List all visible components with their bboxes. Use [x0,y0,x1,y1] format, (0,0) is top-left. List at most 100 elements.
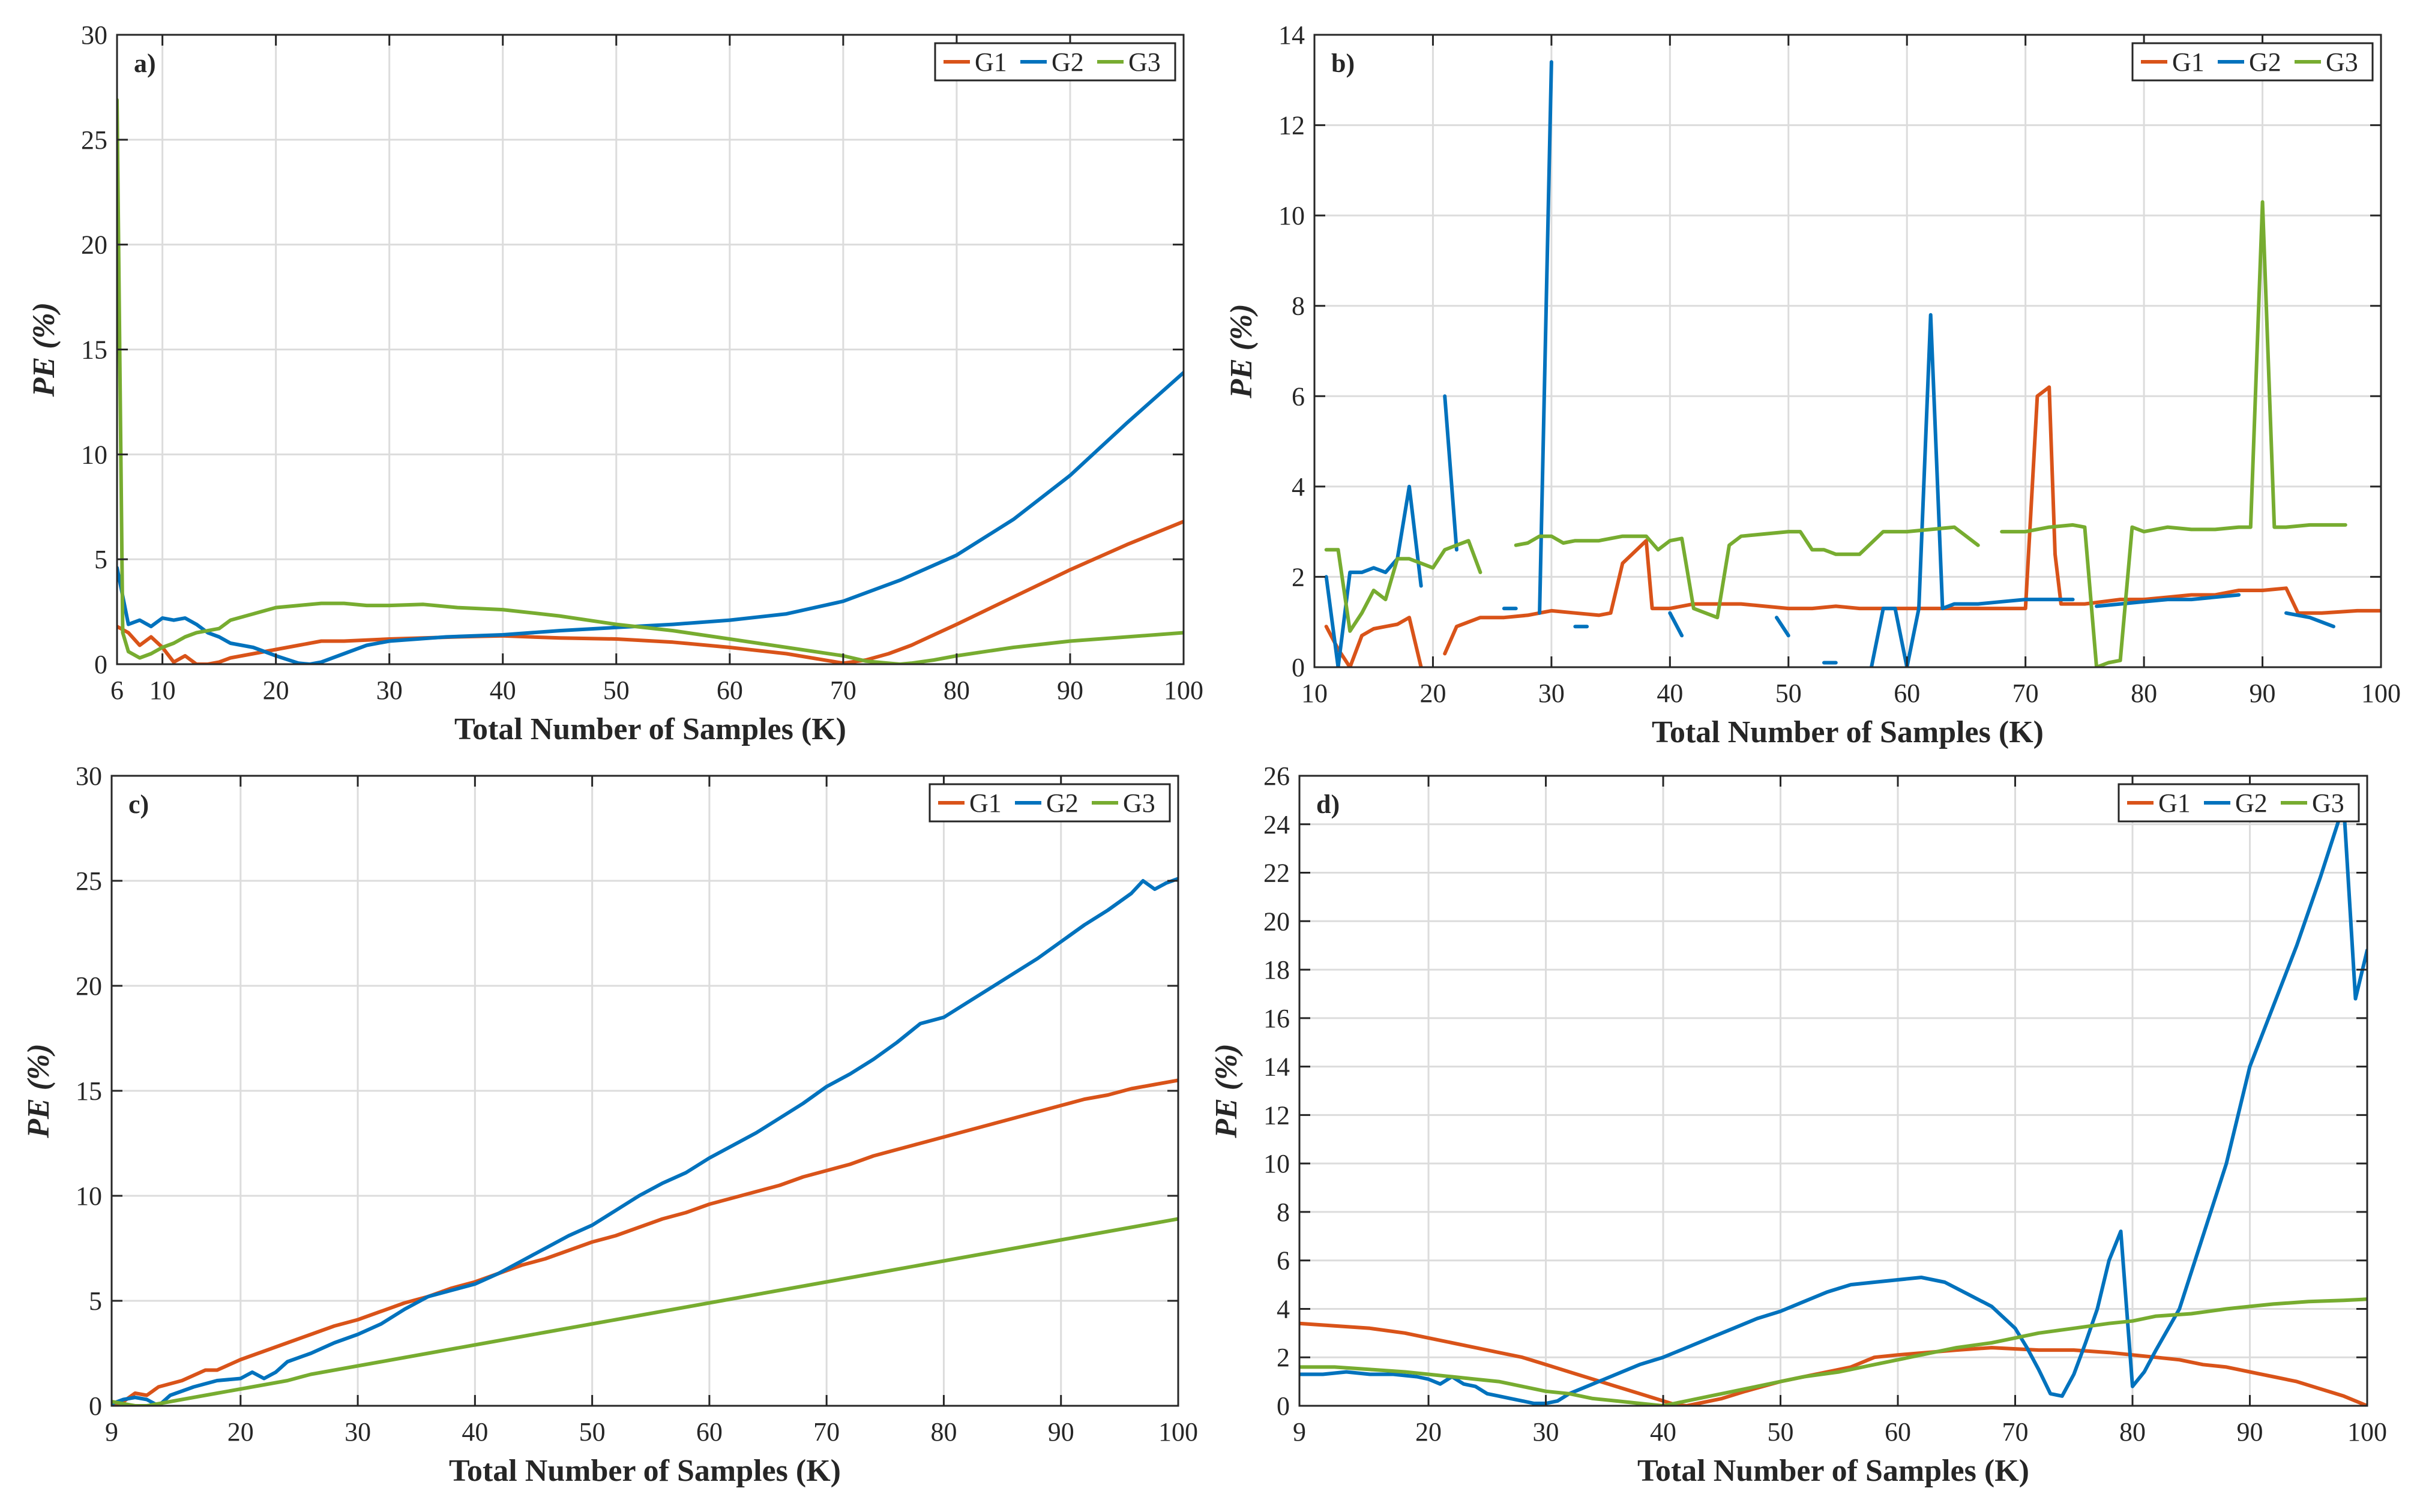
x-tick-label: 6 [110,676,124,705]
series-line-g2 [1668,611,1684,638]
panel-label: d) [1316,790,1340,819]
y-tick-label: 15 [76,1076,102,1106]
legend-label-g1: G1 [2172,47,2205,77]
series-line-g2 [1299,803,2367,1405]
y-tick-label: 10 [1263,1149,1290,1178]
panel-d: 9 20 30 40 50 60 70 80 90 10002468101214161820222… [1209,761,2387,1488]
y-tick-label: 25 [81,125,107,155]
x-tick-label: 60 [1885,1417,1911,1447]
y-tick-label: 0 [89,1391,102,1421]
y-tick-label: 20 [81,230,107,260]
x-tick-label: 9 [105,1417,118,1447]
x-tick-label: 50 [1768,1417,1794,1447]
x-tick-label: 20 [1415,1417,1442,1447]
panel-b: 10 20 30 40 50 60 70 80 90 100 0 2 4 6 8 10 12 14 Total Nu… [1224,20,2401,749]
y-tick-label: 0 [94,650,107,679]
plot-area [1299,776,2367,1406]
x-tick-label: 70 [813,1417,840,1447]
y-tick-label: 25 [76,866,102,896]
legend-label-g3: G3 [1123,788,1155,818]
legend-label-g2: G2 [1046,788,1079,818]
series-line-g2 [1538,60,1553,615]
x-tick-label: 80 [930,1417,957,1447]
legend: G1 G2 G3 [934,42,1176,82]
x-tick-label: 60 [717,676,743,705]
y-tick-label: 30 [81,20,107,50]
axes-frame [1313,34,2382,668]
y-tick-label: 12 [1278,111,1305,140]
legend-label-g3: G3 [2312,788,2344,818]
plot-area [1314,35,2381,667]
y-tick-label: 26 [1263,761,1290,791]
y-tick-label: 18 [1263,955,1290,985]
y-tick-label: 0 [1292,653,1305,682]
y-tick-label: 6 [1292,382,1305,411]
series-line-g2 [1870,313,2075,667]
x-tick-label: 80 [2119,1417,2146,1447]
legend-box [2131,42,2374,82]
series-line-g1 [1443,385,2381,656]
series-line-g2 [2284,611,2335,629]
panel-label: b) [1331,49,1355,78]
y-axis-label: PE (%) [27,302,61,397]
y-tick-label: 6 [1277,1246,1290,1276]
y-tick-label: 10 [81,440,107,469]
x-tick-label: 50 [1775,679,1802,708]
y-tick-label: 5 [89,1286,102,1316]
y-tick-label: 0 [1277,1391,1290,1421]
y-tick-label: 24 [1263,810,1290,839]
series-group [1324,60,2381,667]
x-tick-label: 9 [1293,1417,1306,1447]
x-tick-label: 40 [1650,1417,1676,1447]
x-tick-label: 80 [944,676,970,705]
x-tick-label: 30 [1533,1417,1559,1447]
x-tick-label: 30 [345,1417,371,1447]
y-tick-label: 4 [1277,1294,1290,1324]
x-tick-label: 70 [2002,1417,2029,1447]
legend-label-g1: G1 [969,788,1002,818]
x-tick-label: 90 [1057,676,1083,705]
x-tick-label: 20 [263,676,289,705]
x-tick-label: 70 [830,676,856,705]
legend-label-g1: G1 [975,47,1007,77]
y-axis-label: PE (%) [22,1043,56,1138]
panel-a: 6 10 20 30 40 50 60 70 80 90 100 0 5 10 15 20 25 30 Total … [27,20,1203,746]
x-axis-label: Total Number of Samples (K) [449,1454,841,1488]
x-tick-label: 50 [579,1417,606,1447]
x-tick-label: 100 [2361,679,2401,708]
y-tick-label: 8 [1292,292,1305,321]
x-tick-label: 100 [2347,1417,2387,1447]
series-line-g3 [1299,1297,2367,1406]
series-line-g3 [2000,200,2347,667]
y-tick-label: 20 [1263,907,1290,936]
series-line-g2 [1775,616,1790,638]
y-tick-label: 8 [1277,1198,1290,1227]
y-tick-label: 15 [81,335,107,365]
x-tick-label: 90 [2250,679,2276,708]
x-tick-label: 40 [1657,679,1683,708]
legend-label-g1: G1 [2158,788,2191,818]
legend-label-g2: G2 [2249,47,2281,77]
y-tick-label: 4 [1292,472,1305,502]
series-line-g2 [1443,394,1458,552]
x-tick-label: 50 [603,676,630,705]
y-axis-label: PE (%) [1224,304,1259,398]
y-tick-label: 5 [94,545,107,574]
panel-label: a) [134,49,156,78]
legend-box [934,42,1176,82]
x-tick-label: 30 [1538,679,1565,708]
x-tick-label: 10 [1301,679,1328,708]
series-line-g2 [112,877,1178,1406]
panel-label: c) [128,790,149,819]
legend-box [2117,783,2360,823]
y-tick-label: 20 [76,971,102,1001]
x-axis-label: Total Number of Samples (K) [1652,715,2044,749]
x-tick-label: 60 [1894,679,1920,708]
x-tick-label: 100 [1158,1417,1198,1447]
y-tick-label: 30 [76,761,102,791]
series-line-g3 [1514,525,1980,620]
x-axis-label: Total Number of Samples (K) [454,712,846,746]
y-tick-label: 22 [1263,859,1290,888]
y-tick-label: 10 [76,1181,102,1211]
